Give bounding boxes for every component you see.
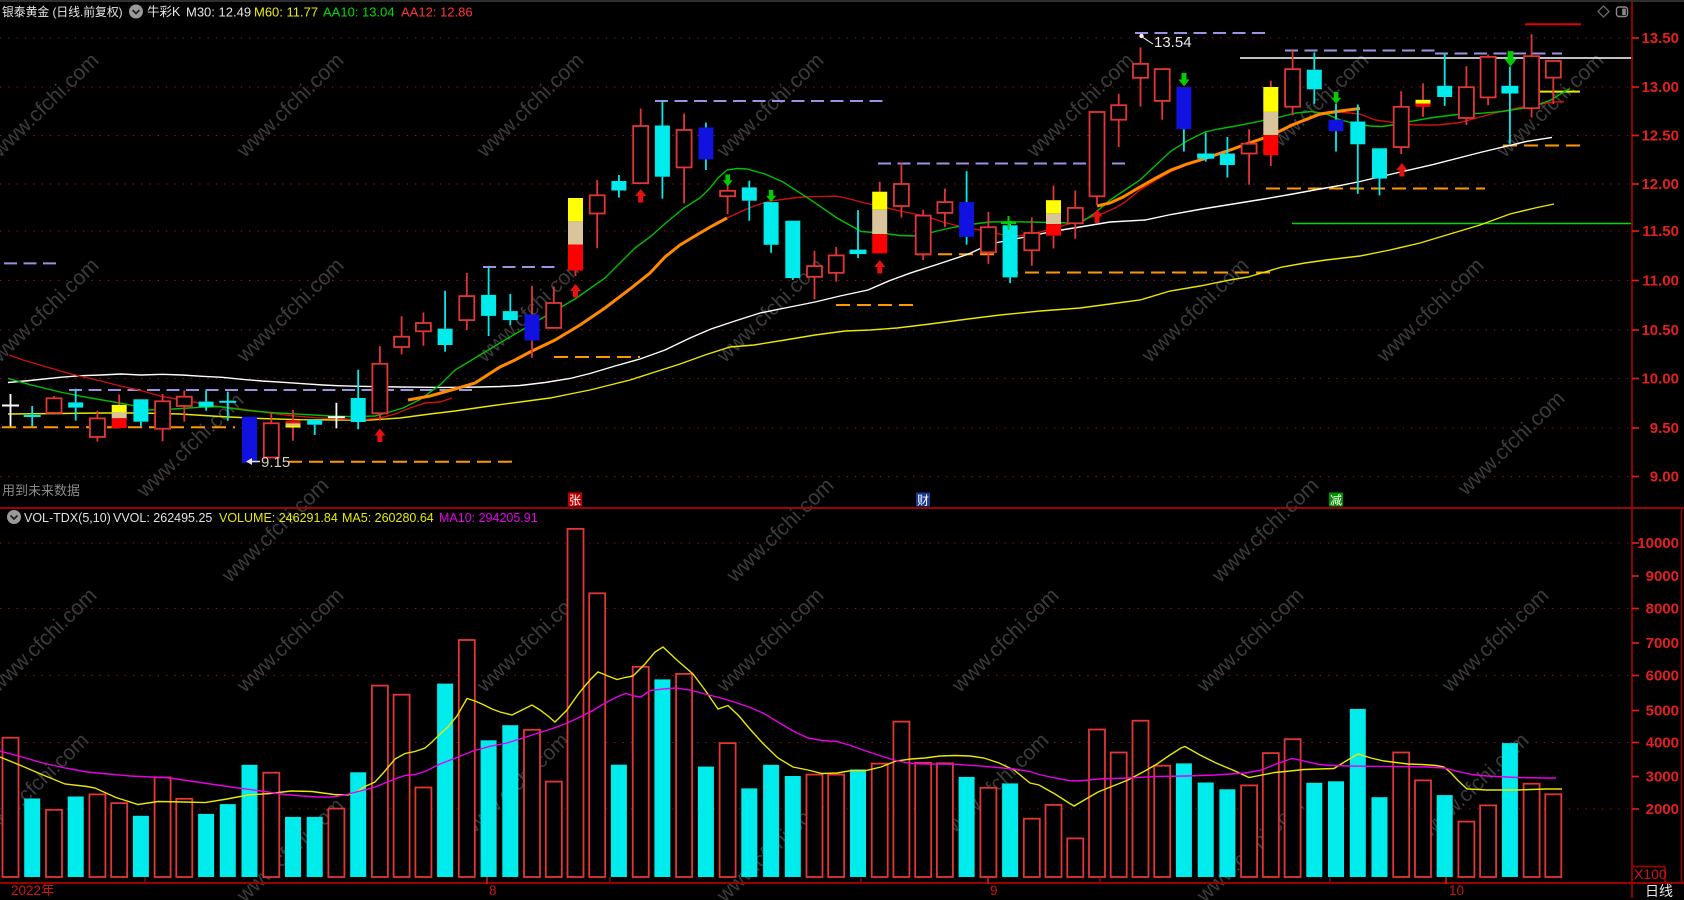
svg-text:9.00: 9.00: [1650, 469, 1679, 486]
svg-text:13.54: 13.54: [1154, 34, 1192, 51]
svg-text:7000: 7000: [1646, 635, 1679, 652]
svg-text:9.50: 9.50: [1650, 420, 1679, 437]
svg-text:12.50: 12.50: [1641, 128, 1679, 145]
svg-text:9000: 9000: [1646, 568, 1679, 585]
svg-text:银泰黄金 (日线.前复权): 银泰黄金 (日线.前复权): [2, 5, 123, 19]
svg-text:AA12: 12.86: AA12: 12.86: [401, 5, 473, 20]
svg-text:6000: 6000: [1646, 668, 1679, 685]
svg-text:10: 10: [1449, 883, 1464, 898]
svg-text:财: 财: [917, 494, 929, 508]
svg-text:VVOL: 262495.25: VVOL: 262495.25: [113, 511, 212, 525]
svg-text:MA5: 260280.64: MA5: 260280.64: [342, 511, 434, 525]
svg-text:MA10: 294205.91: MA10: 294205.91: [439, 511, 538, 525]
svg-text:10000: 10000: [1637, 535, 1679, 552]
svg-text:13.00: 13.00: [1641, 79, 1679, 96]
svg-text:张: 张: [569, 494, 581, 508]
svg-text:9.15: 9.15: [261, 454, 290, 471]
svg-text:11.50: 11.50: [1642, 223, 1679, 240]
svg-text:10.00: 10.00: [1641, 371, 1679, 388]
svg-text:M60: 11.77: M60: 11.77: [254, 5, 318, 20]
svg-text:9: 9: [990, 883, 998, 898]
svg-text:2022年: 2022年: [11, 883, 55, 898]
svg-text:X100: X100: [1634, 866, 1667, 882]
svg-text:11.00: 11.00: [1642, 273, 1679, 290]
svg-text:5000: 5000: [1646, 703, 1679, 720]
svg-text:13.50: 13.50: [1641, 30, 1679, 47]
svg-text:减: 减: [1330, 494, 1342, 508]
svg-text:8: 8: [489, 883, 497, 898]
svg-text:10.50: 10.50: [1641, 322, 1679, 339]
svg-text:日线: 日线: [1645, 883, 1673, 899]
svg-text:M30: 12.49: M30: 12.49: [186, 5, 251, 20]
svg-text:4000: 4000: [1646, 735, 1679, 752]
svg-text:AA10: 13.04: AA10: 13.04: [323, 5, 395, 20]
svg-text:VOL-TDX(5,10): VOL-TDX(5,10): [24, 511, 111, 525]
svg-text:VOLUME: 246291.84: VOLUME: 246291.84: [219, 511, 338, 525]
svg-text:用到未来数据: 用到未来数据: [2, 483, 80, 498]
svg-text:2000: 2000: [1646, 801, 1679, 818]
svg-text:8000: 8000: [1646, 601, 1679, 618]
svg-text:3000: 3000: [1646, 769, 1679, 786]
svg-text:牛彩K: 牛彩K: [147, 4, 181, 19]
svg-text:12.00: 12.00: [1641, 176, 1679, 193]
